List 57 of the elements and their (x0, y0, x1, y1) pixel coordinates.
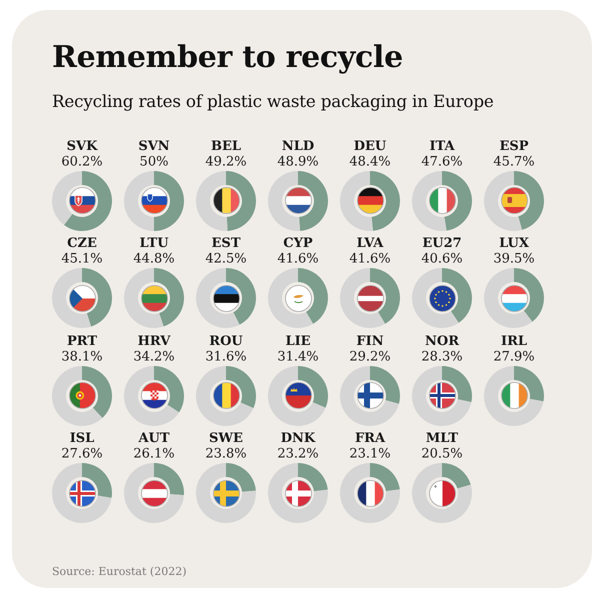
data-label: 31.4% (277, 349, 319, 364)
chart-title: IRL (500, 334, 528, 348)
chart-title: CZE (67, 236, 97, 251)
data-label: 44.8% (133, 252, 175, 266)
data-label: 42.5% (205, 252, 247, 266)
data-label: 26.1% (133, 446, 175, 462)
data-label: 31.6% (205, 349, 247, 364)
data-label: 38.1% (61, 349, 103, 364)
data-label: 29.2% (349, 349, 391, 364)
data-label: 60.2% (61, 154, 103, 169)
data-label: 47.6% (421, 154, 463, 169)
chart-title: EST (212, 236, 241, 251)
text: Remember to recycle (52, 40, 403, 75)
chart-title: LIE (285, 334, 311, 348)
data-label: 45.7% (493, 154, 535, 169)
chart-title: CYP (283, 236, 313, 251)
data-label: 45.1% (61, 252, 103, 266)
chart-title: SWE (209, 431, 244, 446)
data-label: 48.9% (277, 154, 319, 169)
chart-title: MLT (426, 431, 458, 446)
chart-title: ITA (429, 138, 456, 154)
data-label: 40.6% (421, 252, 463, 266)
data-label: 41.6% (277, 252, 319, 266)
data-label: 23.2% (277, 446, 319, 462)
data-label: 39.5% (493, 252, 535, 266)
chart-title: ROU (209, 334, 244, 348)
data-label: 28.3% (421, 349, 463, 364)
chart-title: DEU (354, 138, 387, 154)
chart-title: EU27 (422, 236, 462, 251)
chart-title: DNK (280, 431, 316, 446)
chart-title: FIN (356, 334, 384, 348)
data-label: 48.4% (349, 154, 391, 169)
chart-title: NLD (282, 138, 314, 154)
data-label: 23.1% (349, 446, 391, 462)
chart-title: NOR (424, 334, 460, 348)
text: Recycling rates of plastic waste packaging in Europe (52, 91, 494, 111)
data-label: 27.9% (493, 349, 535, 364)
chart-title: ESP (499, 138, 529, 154)
data-label: 27.6% (61, 446, 103, 462)
data-label: 23.8% (205, 446, 247, 462)
data-label: 41.6% (349, 252, 391, 266)
chart-title: FRA (354, 431, 386, 446)
chart-title: AUT (137, 431, 170, 446)
data-label: 50% (140, 154, 168, 169)
data-label: 20.5% (421, 446, 463, 462)
chart-title: LVA (356, 236, 384, 251)
chart-title: LTU (139, 236, 170, 251)
chart-title: LUX (499, 236, 530, 251)
chart-title: SVN (138, 138, 170, 154)
chart-title: HRV (138, 334, 172, 348)
chart-title: BEL (210, 138, 242, 154)
source-note: Source: Eurostat (2022) (52, 565, 186, 578)
data-label: 49.2% (205, 154, 247, 169)
chart-title: PRT (66, 334, 98, 348)
data-label: 34.2% (133, 349, 175, 364)
chart-title: SVK (66, 138, 98, 154)
chart-title: ISL (70, 431, 94, 446)
